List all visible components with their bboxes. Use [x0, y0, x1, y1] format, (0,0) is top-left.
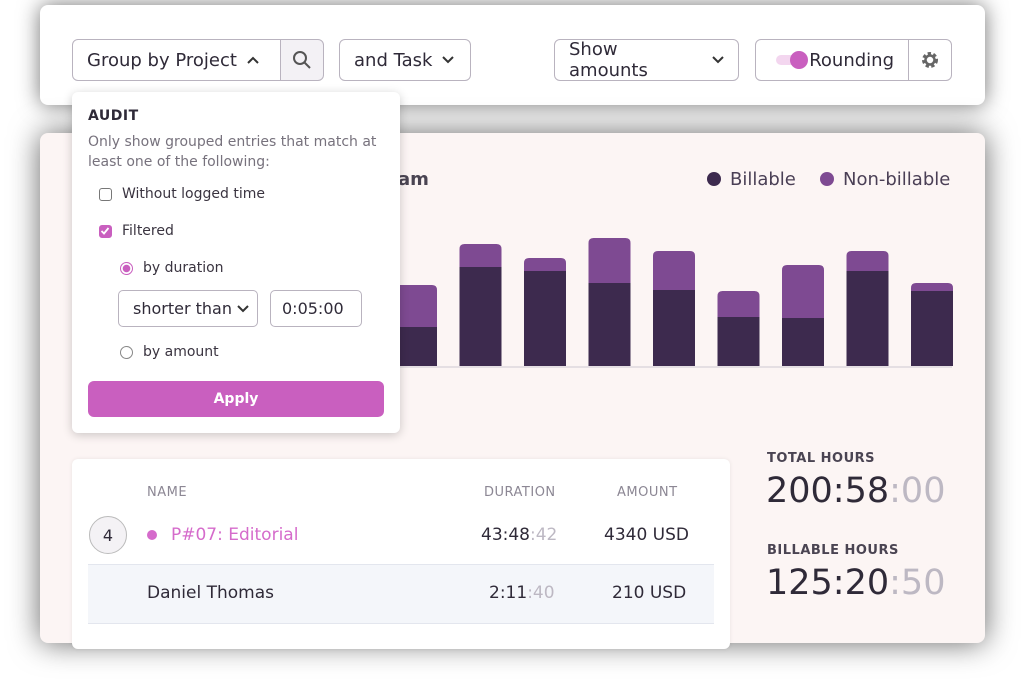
select-value: shorter than: [133, 299, 232, 318]
bar-segment: [588, 283, 631, 366]
total-label: TOTAL HOURS: [767, 451, 876, 466]
option-label: by duration: [143, 260, 224, 276]
option[interactable]: by duration: [120, 260, 224, 276]
bar-segment: [395, 285, 437, 327]
bar-segment: [717, 317, 760, 366]
row-amount: 210 USD: [612, 583, 687, 603]
project-dot: [147, 530, 157, 540]
bar-segment: [395, 327, 437, 366]
option[interactable]: by amount: [120, 344, 219, 360]
label: Group by Project: [87, 49, 237, 71]
legend-dot: [820, 172, 834, 186]
total-label: BILLABLE HOURS: [767, 543, 899, 558]
bar-segment: [588, 238, 631, 283]
option-label: Without logged time: [122, 186, 265, 202]
checkbox[interactable]: [99, 187, 112, 201]
bar-segment: [459, 267, 502, 366]
chart: am Billable Non-billable: [395, 169, 953, 368]
label: and Task: [354, 49, 433, 71]
chevron: [247, 56, 259, 64]
total-seconds: :50: [889, 563, 946, 603]
legend-dot: [707, 172, 721, 186]
rounding-toggle[interactable]: Rounding: [755, 39, 909, 81]
row-seconds: :40: [527, 583, 555, 603]
total-value: 125:20: [766, 563, 890, 603]
bar-segment: [911, 283, 953, 291]
row-name[interactable]: P#07: Editorial: [171, 525, 299, 545]
bar-segment: [782, 265, 824, 318]
gear-icon: [922, 52, 938, 68]
group-count[interactable]: 4: [89, 516, 127, 554]
audit-popup: AUDIT Only show grouped entries that mat…: [72, 92, 400, 433]
chevron: [442, 56, 455, 64]
duration-input[interactable]: 0:05:00: [270, 290, 362, 327]
option[interactable]: Filtered: [99, 223, 174, 239]
total-seconds: :00: [889, 471, 946, 511]
row-seconds: :42: [530, 525, 558, 545]
search-icon: [293, 51, 311, 69]
label: Show amounts: [569, 39, 648, 81]
toolbar: Group by Project and Task Show amounts R…: [40, 5, 985, 105]
bar-segment: [911, 291, 953, 366]
label: Rounding: [809, 49, 894, 71]
bar-segment: [524, 258, 566, 271]
bar-segment: [459, 244, 502, 267]
settings-button[interactable]: [908, 39, 952, 81]
header-name: NAME: [147, 485, 188, 500]
bar-segment: [846, 251, 889, 271]
chevron: [237, 304, 249, 312]
bar-segment: [782, 318, 824, 366]
bar-segment: [653, 251, 695, 290]
radio[interactable]: [120, 345, 133, 359]
radio[interactable]: [120, 261, 133, 275]
chart-title: am: [398, 169, 429, 190]
chevron: [712, 56, 724, 64]
table: NAME DURATION AMOUNT 4 P#07: Editorial 4…: [72, 459, 730, 649]
bar-segment: [846, 271, 889, 366]
legend-label: Non-billable: [843, 169, 950, 190]
row-duration: 43:48: [481, 525, 530, 545]
row: Daniel Thomas 2:11:40 210 USD: [88, 564, 714, 624]
checkbox[interactable]: [99, 224, 112, 238]
toggle: [776, 51, 808, 69]
comparison-select[interactable]: shorter than: [118, 290, 258, 327]
total-value: 200:58: [766, 471, 890, 511]
row-duration: 2:11: [489, 583, 528, 603]
legend-label: Billable: [730, 169, 796, 190]
show-amounts-button[interactable]: Show amounts: [554, 39, 739, 81]
bar-segment: [524, 271, 566, 366]
bar-segment: [653, 290, 695, 366]
and-task-button[interactable]: and Task: [339, 39, 471, 81]
option-label: Filtered: [122, 223, 174, 239]
apply-button[interactable]: Apply: [88, 381, 384, 417]
row-name: Daniel Thomas: [147, 583, 274, 603]
option[interactable]: Without logged time: [99, 186, 265, 202]
popup-description: Only show grouped entries that match at …: [88, 134, 377, 170]
group-by-button[interactable]: Group by Project: [72, 39, 281, 81]
bar-segment: [717, 291, 760, 317]
header-amount: AMOUNT: [617, 485, 678, 500]
search-button[interactable]: [280, 39, 324, 81]
row-amount: 4340 USD: [604, 525, 689, 545]
header-duration: DURATION: [484, 485, 556, 500]
popup-title: AUDIT: [88, 108, 139, 124]
option-label: by amount: [143, 344, 219, 360]
